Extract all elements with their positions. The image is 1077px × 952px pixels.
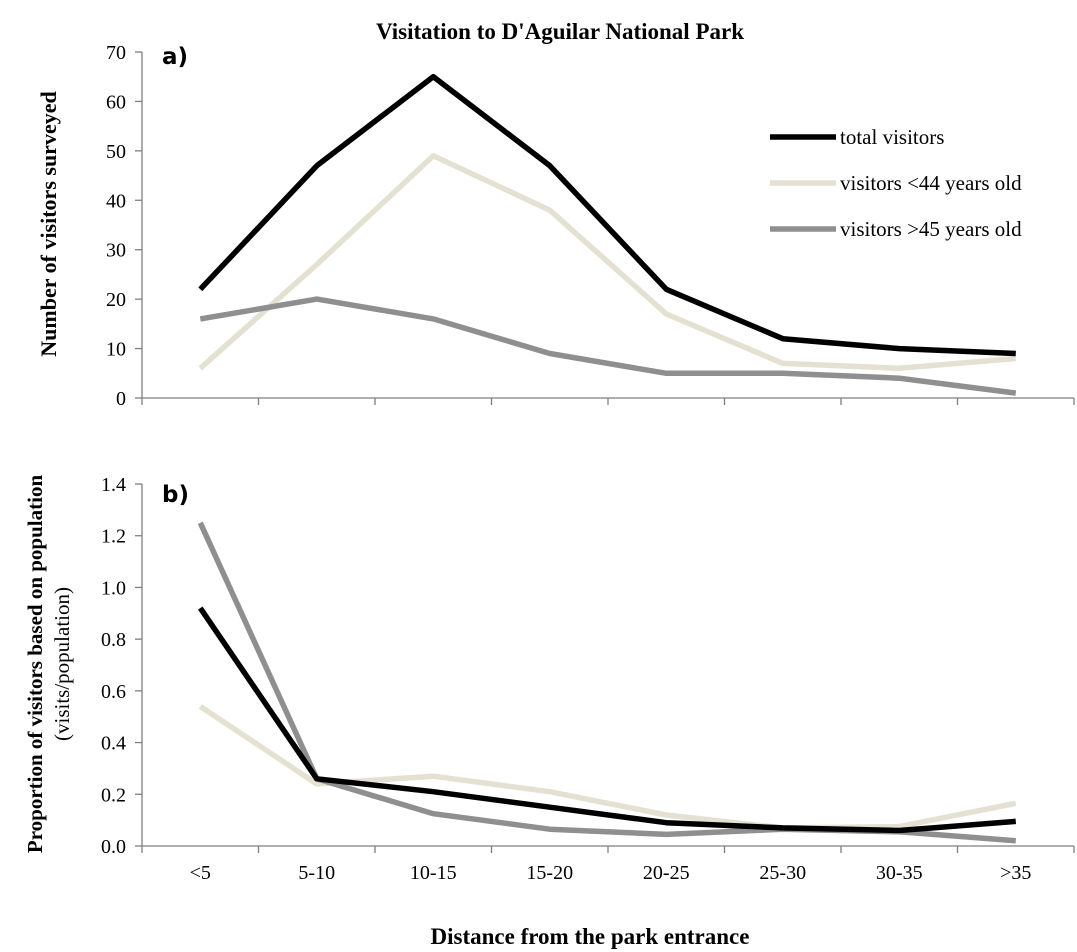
x-tick-label: 25-30 (759, 862, 806, 884)
panel-a-label: a) (162, 44, 188, 70)
panel-a-y-tick-label: 30 (106, 240, 126, 262)
panel-b-y-tick-label: 0.6 (101, 681, 126, 703)
panel-a-y-axis-label: Number of visitors surveyed (36, 91, 61, 356)
panel-b-series-line-total (198, 606, 1017, 834)
panel-b-y-axis-label: Proportion of visitors based on populati… (23, 475, 47, 854)
x-tick-label: 5-10 (298, 862, 335, 884)
panel-a: a) Number of visitors surveyed total vis… (36, 42, 1075, 410)
panel-a-y-tick-label: 20 (106, 289, 126, 311)
x-tick-label: 10-15 (410, 862, 457, 884)
panel-b-series-line-young (198, 704, 1017, 831)
legend-label: total visitors (840, 125, 944, 149)
chart-title: Visitation to D'Aguilar National Park (376, 19, 744, 44)
x-tick-label: >35 (1000, 862, 1031, 884)
panel-a-y-tick-label: 0 (116, 388, 126, 410)
panel-a-y-tick-label: 10 (106, 339, 126, 361)
x-axis-label: Distance from the park entrance (431, 924, 750, 949)
panel-b-y-tick-label: 0.8 (101, 629, 126, 651)
panel-a-y-tick-label: 70 (106, 42, 126, 64)
legend: total visitors visitors <44 years old visi… (770, 125, 1022, 241)
panel-a-y-tick-label: 60 (106, 91, 126, 113)
panel-b-y-tick-label: 1.2 (101, 526, 126, 548)
x-tick-label: 30-35 (876, 862, 923, 884)
panel-a-y-tick-label: 50 (106, 141, 126, 163)
panel-b-y-tick-label: 0.0 (101, 836, 126, 858)
panel-b-label: b) (162, 482, 189, 508)
panel-b-y-tick-label: 0.4 (101, 733, 126, 755)
panel-a-series-line-young (198, 153, 1017, 372)
legend-label: visitors >45 years old (840, 217, 1022, 241)
panel-b-y-tick-label: 1.4 (101, 474, 126, 496)
panel-b-y-axis-label-bold: Proportion of visitors based on populati… (23, 475, 47, 854)
panel-b: b) Proportion of visitors based on popul… (23, 474, 1075, 884)
legend-label: visitors <44 years old (840, 171, 1022, 195)
panel-b-y-axis-label-units: (visits/population) (50, 587, 74, 741)
panel-b-series-line-old (197, 521, 1017, 844)
panel-b-y-tick-label: 0.2 (101, 784, 126, 806)
x-tick-label: 20-25 (643, 862, 690, 884)
x-tick-label: <5 (190, 862, 211, 884)
panel-b-y-tick-label: 1.0 (101, 577, 126, 599)
x-tick-label: 15-20 (526, 862, 573, 884)
panel-a-series-line-total (198, 73, 1016, 357)
panel-a-series-line-old (199, 296, 1017, 396)
panel-a-y-tick-label: 40 (106, 190, 126, 212)
